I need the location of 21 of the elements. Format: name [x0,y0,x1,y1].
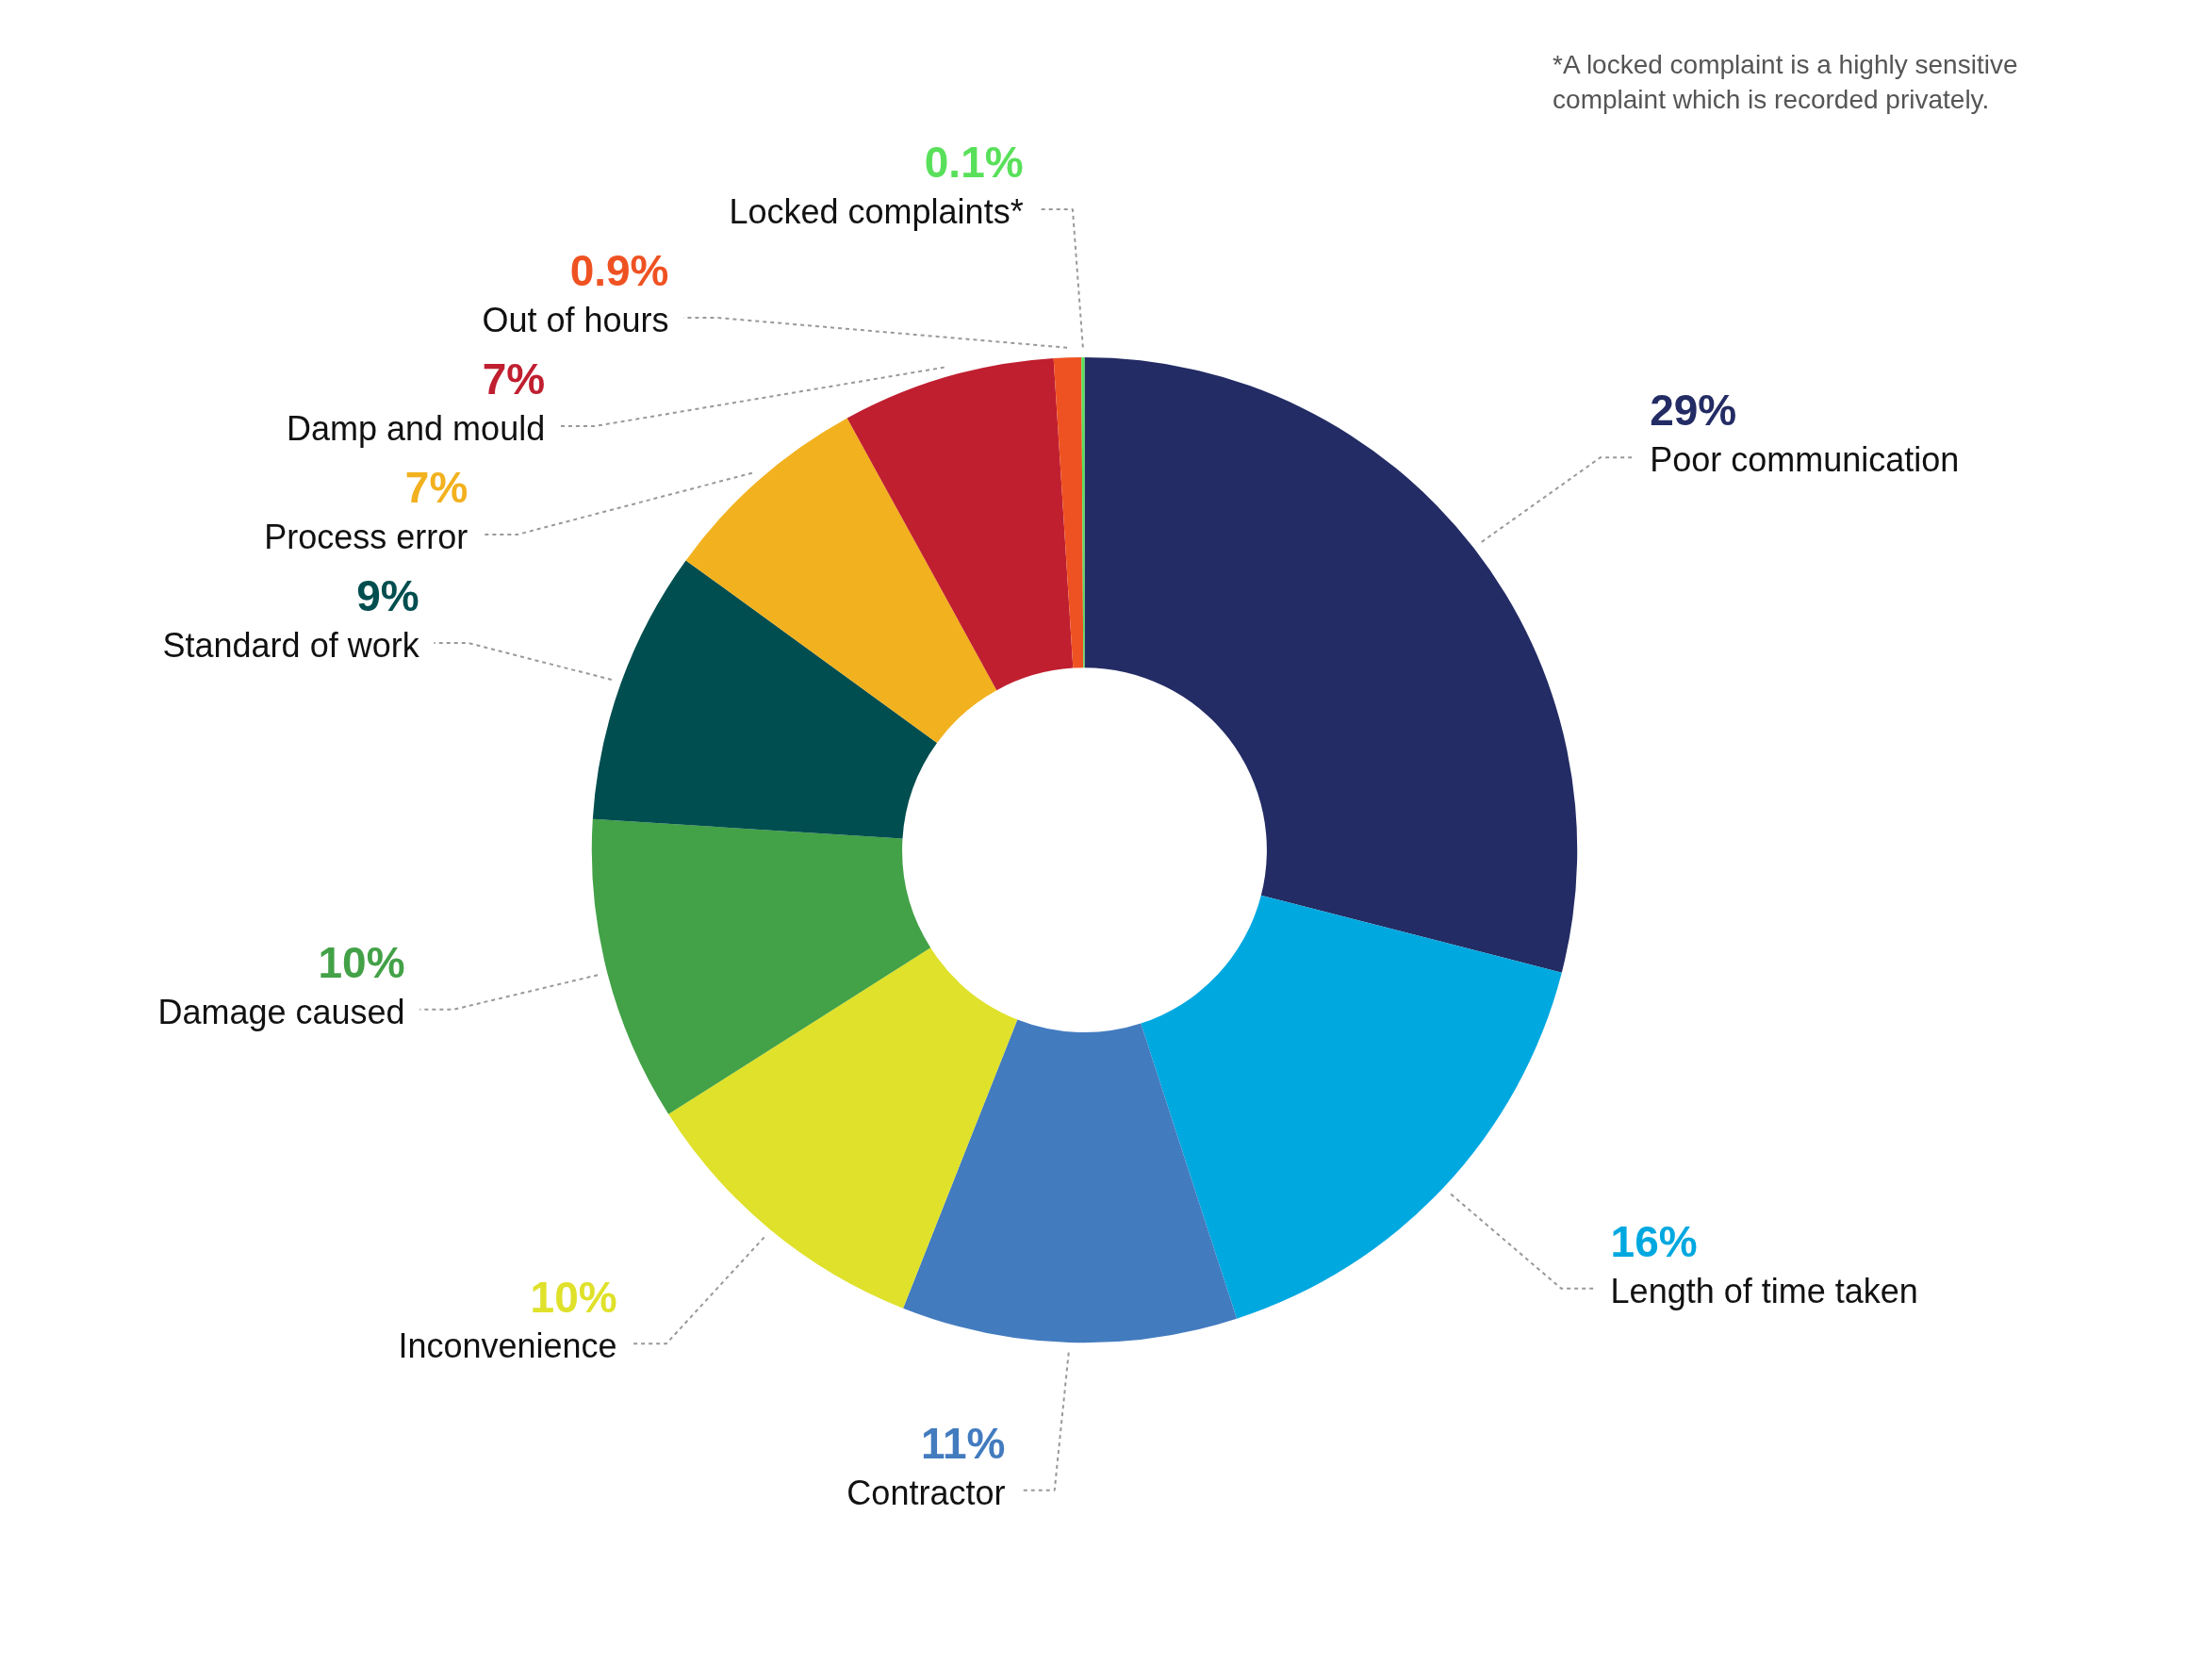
slice-label: Length of time taken [1610,1271,1918,1310]
data-label: 10% [530,1272,617,1322]
slice-label: Damp and mould [287,409,546,449]
slice-label: Locked complaints* [729,192,1024,232]
data-label: 9% [356,571,419,621]
slice-label: Contractor [846,1473,1006,1512]
slice-label: Poor communication [1650,440,1960,480]
data-label: 16% [1610,1217,1698,1267]
slice-label: Standard of work [162,626,420,666]
slice-label: Process error [264,518,468,557]
data-label: 7% [482,354,546,404]
data-label: 0.9% [569,246,669,296]
data-label: 0.1% [924,138,1024,188]
slice-label: Out of hours [482,301,669,340]
text: *A locked complaint is a highly sensitive complaint which is recorded privately. [1553,49,2018,114]
data-label: 10% [318,937,405,987]
data-label: 29% [1650,386,1737,436]
data-label: 11% [920,1419,1006,1469]
slice-label: Damage caused [157,992,405,1031]
data-label: 7% [404,463,468,513]
slice-label: Inconvenience [398,1326,617,1366]
